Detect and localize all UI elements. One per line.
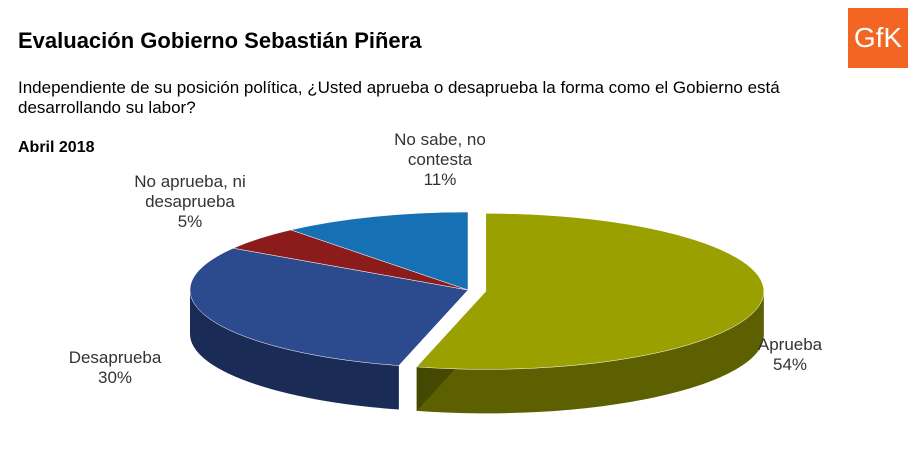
value-label: 5%	[177, 212, 203, 231]
category-label: Desaprueba	[68, 348, 162, 367]
value-label: 30%	[97, 368, 133, 387]
logo: GfK	[848, 8, 908, 68]
slice-side	[416, 291, 764, 414]
slice-label: Aprueba 54%	[730, 335, 850, 375]
slice	[189, 247, 469, 366]
slice-label: No aprueba, ni desaprueba 5%	[110, 172, 270, 232]
question: Independiente de su posición política, ¿…	[18, 78, 780, 117]
chart-title: Abril 2018	[18, 139, 95, 156]
title: Evaluación Gobierno Sebastián Piñera	[18, 28, 422, 53]
slice-label: Desaprueba 30%	[50, 348, 180, 388]
value-label: 54%	[772, 355, 808, 374]
category-label: No sabe, no contesta	[394, 130, 486, 169]
value-label: 11%	[423, 170, 457, 189]
slice	[289, 211, 469, 291]
slice-side	[190, 290, 399, 410]
slice	[416, 213, 765, 370]
slice-label: No sabe, no contesta 11%	[370, 130, 510, 190]
category-label: Aprueba	[757, 335, 823, 354]
category-label: No aprueba, ni desaprueba	[134, 172, 246, 211]
